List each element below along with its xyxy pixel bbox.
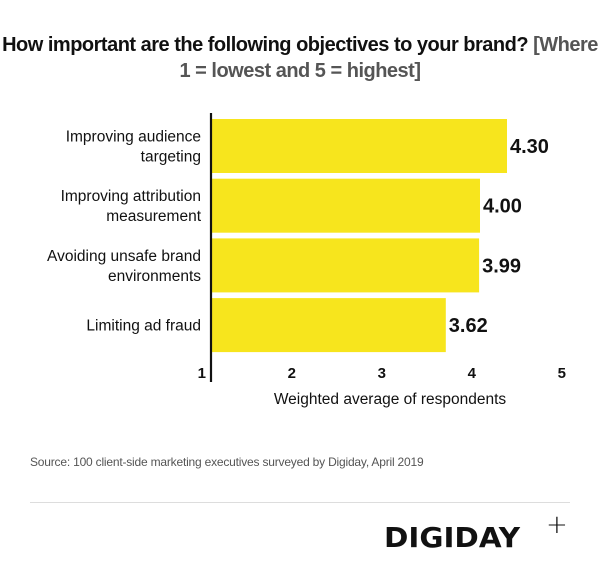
category-label-line: measurement xyxy=(106,208,201,225)
bars-group xyxy=(212,119,507,353)
category-label-line: Improving audience xyxy=(66,129,201,146)
footer-divider xyxy=(30,502,570,503)
source-note: Source: 100 client-side marketing execut… xyxy=(30,455,424,469)
bar-2 xyxy=(212,238,480,293)
plus-icon: + xyxy=(546,510,568,540)
bar-chart: Improving audience targeting Improving att… xyxy=(47,113,566,408)
bar-1 xyxy=(212,178,480,233)
category-label-2: Avoiding unsafe brand environments xyxy=(47,248,201,285)
chart-subtitle: [Where 1 = lowest and 5 = highest] xyxy=(179,34,598,82)
digiday-logo: DIGIDAY xyxy=(384,521,521,554)
x-axis-title: Weighted average of respondents xyxy=(274,391,507,408)
x-tick-labels: 1 2 3 4 5 xyxy=(198,365,566,382)
x-tick-label-1: 1 xyxy=(198,365,206,382)
category-label-line: Limiting ad fraud xyxy=(86,318,201,335)
category-label-line: Avoiding unsafe brand xyxy=(47,248,201,265)
category-label-3: Limiting ad fraud xyxy=(86,318,201,335)
value-label-1: 4.00 xyxy=(483,196,522,218)
category-label-1: Improving attribution measurement xyxy=(61,188,202,225)
category-label-line: Improving attribution xyxy=(61,188,201,205)
value-labels: 4.30 4.00 3.99 3.62 xyxy=(449,136,549,337)
x-tick-label-5: 5 xyxy=(558,365,566,382)
category-label-0: Improving audience targeting xyxy=(66,129,201,166)
chart-title: How important are the following objectiv… xyxy=(0,32,600,84)
chart-title-main: How important are the following objectiv… xyxy=(2,34,529,56)
x-tick-label-3: 3 xyxy=(378,365,386,382)
bar-3 xyxy=(212,298,446,353)
category-labels: Improving audience targeting Improving att… xyxy=(47,129,202,335)
category-label-line: environments xyxy=(108,268,201,285)
value-label-2: 3.99 xyxy=(482,255,521,277)
x-tick-label-4: 4 xyxy=(468,365,477,382)
bar-0 xyxy=(212,119,507,173)
x-tick-label-2: 2 xyxy=(288,365,296,382)
value-label-3: 3.62 xyxy=(449,315,488,337)
category-label-line: targeting xyxy=(141,149,201,166)
value-label-0: 4.30 xyxy=(510,136,549,158)
